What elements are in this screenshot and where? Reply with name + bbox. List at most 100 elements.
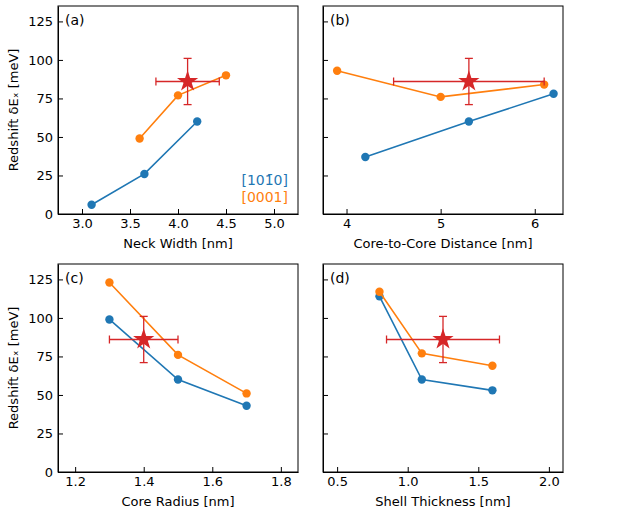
plot-frame bbox=[323, 264, 563, 472]
x-tick: 4.0 bbox=[168, 209, 189, 231]
y-tick-mark bbox=[58, 21, 63, 22]
y-tick-mark bbox=[58, 356, 63, 357]
y-tick bbox=[323, 472, 328, 473]
x-tick: 5 bbox=[437, 209, 445, 231]
star-marker bbox=[432, 328, 453, 348]
x-tick-label: 0.5 bbox=[327, 474, 348, 489]
y-tick-mark bbox=[323, 175, 328, 176]
x-tick-mark bbox=[226, 209, 227, 214]
x-axis-line bbox=[59, 214, 299, 215]
point-marker bbox=[333, 67, 341, 75]
y-axis-title: Redshift δEₓ [meV] bbox=[6, 49, 21, 172]
y-axis-line bbox=[323, 7, 324, 215]
point-marker bbox=[549, 90, 557, 98]
panel-label: (b) bbox=[330, 12, 350, 28]
y-tick-mark bbox=[323, 214, 328, 215]
x-tick-label: 3.5 bbox=[120, 216, 141, 231]
point-marker bbox=[174, 375, 182, 383]
star-marker bbox=[177, 70, 198, 90]
y-tick: 125 bbox=[28, 272, 63, 287]
point-marker bbox=[488, 361, 496, 369]
error-bar-cap bbox=[439, 362, 447, 363]
x-tick-label: 4.0 bbox=[168, 216, 189, 231]
star-marker bbox=[133, 328, 154, 348]
y-tick-mark bbox=[323, 318, 328, 319]
plot-area bbox=[87, 58, 230, 209]
y-tick bbox=[323, 98, 328, 99]
series-line bbox=[109, 282, 246, 393]
y-tick bbox=[323, 318, 328, 319]
x-tick: 4 bbox=[343, 209, 351, 231]
plot-area bbox=[333, 58, 558, 161]
x-tick: 3.0 bbox=[72, 209, 93, 231]
x-tick-label: 3.0 bbox=[72, 216, 93, 231]
y-tick-mark bbox=[58, 137, 63, 138]
y-tick bbox=[323, 175, 328, 176]
star-marker bbox=[458, 70, 479, 90]
y-tick-mark bbox=[323, 137, 328, 138]
y-tick bbox=[323, 279, 328, 280]
x-tick: 5.0 bbox=[264, 209, 285, 231]
plot-frame bbox=[58, 264, 298, 472]
x-tick-mark bbox=[178, 209, 179, 214]
x-tick-mark bbox=[212, 467, 213, 472]
y-tick-label: 50 bbox=[36, 388, 53, 403]
point-marker bbox=[174, 351, 182, 359]
y-tick-label: 0 bbox=[45, 207, 53, 222]
series-line bbox=[379, 296, 492, 390]
y-tick: 100 bbox=[28, 53, 63, 68]
y-tick-label: 25 bbox=[36, 168, 53, 183]
x-tick: 1.5 bbox=[468, 467, 489, 489]
y-tick bbox=[323, 21, 328, 22]
y-tick-mark bbox=[323, 433, 328, 434]
x-tick-label: 1.4 bbox=[134, 474, 155, 489]
error-bar-cap bbox=[140, 316, 148, 317]
x-tick: 0.5 bbox=[327, 467, 348, 489]
y-tick-label: 100 bbox=[28, 53, 53, 68]
point-marker bbox=[135, 134, 143, 142]
x-tick: 6 bbox=[531, 209, 539, 231]
y-tick-mark bbox=[58, 433, 63, 434]
x-tick-mark bbox=[347, 209, 348, 214]
y-tick-mark bbox=[58, 214, 63, 215]
x-tick: 1.0 bbox=[398, 467, 419, 489]
point-marker bbox=[105, 315, 113, 323]
plot-area bbox=[375, 288, 499, 395]
point-marker bbox=[465, 117, 473, 125]
y-tick-label: 75 bbox=[36, 349, 53, 364]
y-axis-line bbox=[58, 7, 59, 215]
y-tick bbox=[323, 395, 328, 396]
panel: 3.03.54.04.55.00255075100125Neck Width [… bbox=[6, 6, 299, 251]
y-axis-line bbox=[58, 265, 59, 473]
series-line bbox=[365, 94, 553, 157]
point-marker bbox=[418, 349, 426, 357]
series-line bbox=[140, 75, 226, 138]
figure: 3.03.54.04.55.00255075100125Neck Width [… bbox=[0, 0, 624, 521]
y-tick: 0 bbox=[45, 465, 63, 480]
x-axis-line bbox=[324, 214, 564, 215]
error-bar-cap bbox=[386, 335, 387, 343]
y-tick-mark bbox=[58, 98, 63, 99]
y-tick: 0 bbox=[45, 207, 63, 222]
x-axis-title: Core Radius [nm] bbox=[122, 494, 235, 509]
panel-label: (a) bbox=[65, 12, 85, 28]
y-tick-label: 125 bbox=[28, 14, 53, 29]
x-tick-label: 5 bbox=[437, 216, 445, 231]
x-axis-line bbox=[59, 472, 299, 473]
x-tick-label: 4.5 bbox=[216, 216, 237, 231]
legend-entry: [0001] bbox=[241, 189, 288, 205]
series-line bbox=[109, 319, 246, 405]
error-bar-cap bbox=[177, 335, 178, 343]
panel: 1.21.41.61.80255075100125Core Radius [nm… bbox=[6, 264, 299, 509]
point-marker bbox=[436, 93, 444, 101]
y-tick-mark bbox=[58, 318, 63, 319]
x-tick-label: 1.0 bbox=[398, 474, 419, 489]
x-tick-mark bbox=[130, 209, 131, 214]
x-tick-label: 5.0 bbox=[264, 216, 285, 231]
point-marker bbox=[418, 375, 426, 383]
y-tick-mark bbox=[58, 175, 63, 176]
x-tick: 1.8 bbox=[271, 467, 292, 489]
x-axis: 3.0 3.5 4.0 4.5 5.0 bbox=[59, 209, 299, 231]
y-axis bbox=[323, 7, 328, 215]
x-tick-mark bbox=[441, 209, 442, 214]
